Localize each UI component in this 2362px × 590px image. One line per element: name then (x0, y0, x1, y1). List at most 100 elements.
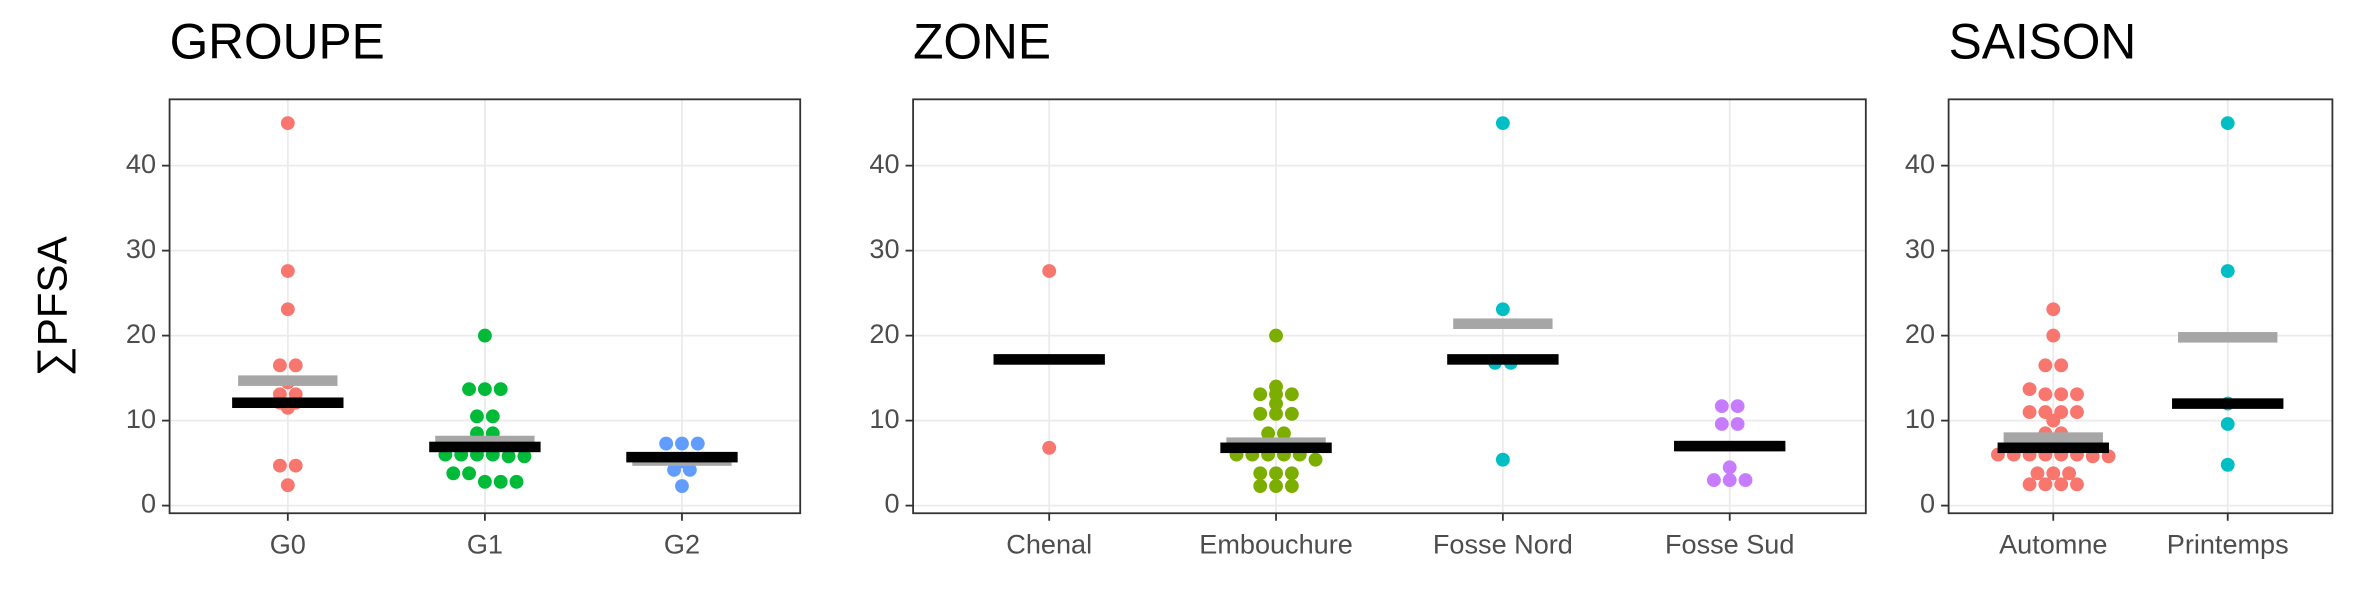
data-point (2022, 382, 2037, 397)
data-point (2046, 302, 2061, 317)
median-bar (1220, 442, 1332, 454)
data-point (2038, 387, 2053, 402)
data-point (2054, 358, 2069, 373)
y-tick-label: 0 (884, 488, 899, 519)
panel-border (912, 98, 1867, 515)
data-point (1495, 116, 1510, 131)
data-point (2046, 328, 2061, 343)
data-point (1495, 452, 1510, 467)
data-point (2054, 405, 2069, 420)
data-point (690, 436, 705, 451)
data-point (272, 358, 287, 373)
x-tick-label: Fosse Sud (1665, 529, 1794, 560)
data-point (2062, 466, 2077, 481)
data-point (1269, 479, 1283, 493)
data-point (2220, 457, 2235, 472)
data-point (1253, 466, 1268, 481)
median-bar (1674, 440, 1786, 452)
data-point (1308, 452, 1323, 467)
data-point (477, 328, 492, 343)
x-tick-label: Embouchure (1199, 529, 1353, 560)
x-tick-label: G2 (664, 529, 700, 560)
data-point (675, 436, 689, 451)
y-tick-label: 30 (126, 233, 156, 264)
data-point (675, 479, 689, 493)
data-point (2030, 466, 2045, 481)
data-point (2022, 405, 2037, 420)
y-tick-label: 20 (1905, 318, 1935, 349)
data-point (659, 436, 674, 451)
data-point (485, 409, 500, 424)
data-point (1253, 387, 1268, 402)
y-tick-label: 40 (869, 148, 899, 179)
data-point (1253, 479, 1268, 493)
data-point (1738, 473, 1753, 488)
data-point (2022, 477, 2037, 492)
y-tick-label: 0 (141, 488, 156, 519)
data-point (2220, 116, 2235, 131)
data-point (446, 466, 461, 481)
data-point (1269, 379, 1283, 394)
data-point (493, 382, 508, 397)
x-tick-label: G1 (467, 529, 503, 560)
data-point (1269, 466, 1283, 481)
data-point (288, 358, 303, 373)
median-bar (993, 354, 1105, 365)
data-point (2046, 466, 2061, 481)
y-tick-label: 10 (869, 403, 899, 434)
data-point (2038, 477, 2053, 492)
data-point (1269, 328, 1283, 343)
data-point (2038, 358, 2053, 373)
data-point (1277, 426, 1291, 441)
y-tick-label: 40 (126, 148, 156, 179)
panel-title: GROUPE (170, 13, 385, 69)
data-point (1495, 302, 1510, 317)
data-point (1706, 473, 1721, 488)
data-point (462, 466, 477, 481)
data-point (1722, 473, 1737, 488)
data-point (1722, 460, 1737, 475)
data-point (1261, 426, 1276, 441)
data-point (517, 449, 532, 464)
data-point (1284, 479, 1299, 493)
data-point (280, 116, 295, 131)
mean-bar (2178, 332, 2278, 343)
mean-bar (2003, 432, 2103, 443)
data-point (2070, 387, 2084, 402)
mean-bar (238, 375, 338, 386)
data-point (1714, 399, 1729, 414)
panel-border (168, 98, 802, 515)
data-point (1714, 417, 1729, 431)
data-point (1284, 406, 1299, 421)
data-point (288, 458, 303, 473)
data-point (280, 302, 295, 317)
x-tick-label: Fosse Nord (1433, 529, 1573, 560)
data-point (2070, 477, 2084, 492)
x-tick-label: G0 (270, 529, 306, 560)
mean-bar (435, 435, 535, 447)
data-point (280, 264, 295, 278)
median-bar (626, 451, 738, 463)
y-tick-label: 20 (869, 318, 899, 349)
y-tick-label: 40 (1905, 148, 1935, 179)
median-bar (232, 397, 344, 409)
y-tick-label: 20 (126, 318, 156, 349)
data-point (2070, 405, 2084, 420)
data-point (2054, 477, 2069, 492)
data-point (1730, 399, 1745, 414)
data-point (1284, 387, 1299, 402)
data-point (1730, 417, 1745, 431)
data-point (2054, 387, 2069, 402)
data-point (477, 382, 492, 397)
y-tick-label: 10 (126, 403, 156, 434)
data-point (493, 474, 508, 489)
data-point (2038, 405, 2053, 420)
panel-border (1947, 98, 2334, 515)
data-point (501, 449, 516, 464)
data-point (2220, 264, 2235, 278)
data-point (470, 409, 484, 424)
x-tick-label: Automne (1999, 529, 2107, 560)
panel-title: ZONE (913, 13, 1051, 69)
median-bar (2172, 398, 2284, 409)
y-axis-label: ∑PFSA (28, 235, 75, 376)
